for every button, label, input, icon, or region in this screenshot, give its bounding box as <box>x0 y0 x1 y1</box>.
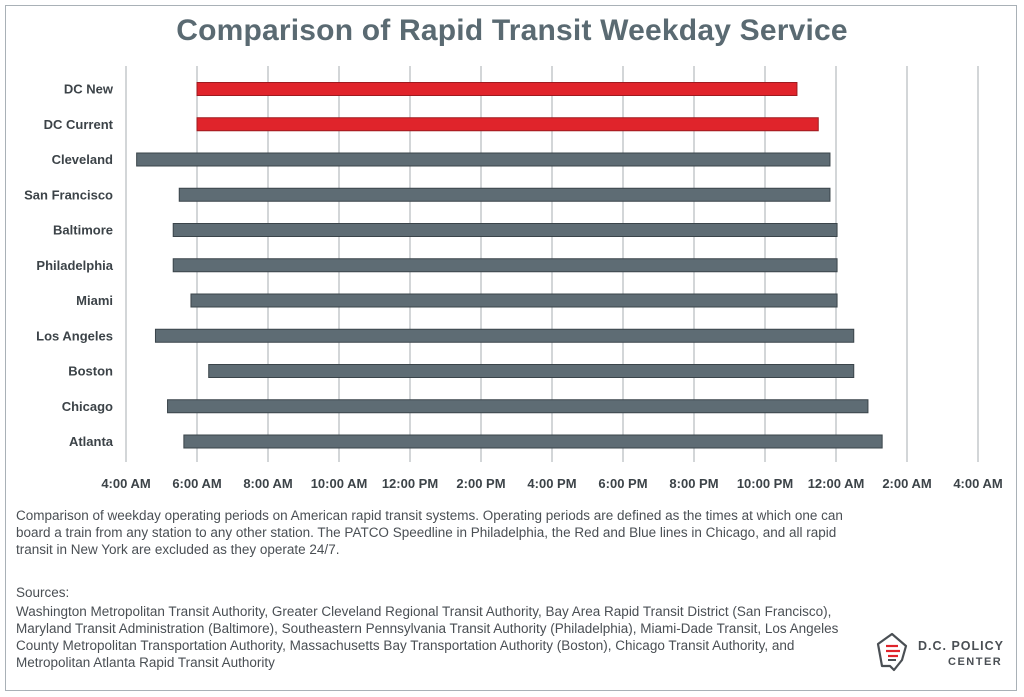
category-label: San Francisco <box>24 187 113 202</box>
bar-dc-current <box>196 117 819 132</box>
capitol-map-icon <box>876 632 908 672</box>
x-tick-label: 4:00 AM <box>953 476 1002 491</box>
category-label: Baltimore <box>53 223 113 238</box>
category-label: Cleveland <box>52 152 113 167</box>
x-tick-label: 6:00 AM <box>172 476 221 491</box>
dc-policy-center-logo: D.C. POLICY CENTER <box>868 628 1018 678</box>
range-bar-chart: 4:00 AM 6:00 AM 8:00 AM 10:00 AM 12:00 PM 2:0… <box>24 66 1003 491</box>
category-label: DC Current <box>44 117 114 132</box>
x-tick-label: 2:00 PM <box>456 476 505 491</box>
bar-atlanta <box>183 434 883 449</box>
sources-text: Washington Metropolitan Transit Authorit… <box>16 604 839 670</box>
bar-baltimore <box>172 223 838 237</box>
category-label: Boston <box>68 364 113 379</box>
bar-philadelphia <box>172 258 838 273</box>
category-label: Atlanta <box>69 434 114 449</box>
bar-cleveland <box>136 152 831 167</box>
x-tick-label: 12:00 PM <box>382 476 438 491</box>
x-tick-label: 8:00 AM <box>243 476 292 491</box>
page-title: Comparison of Rapid Transit Weekday Serv… <box>176 14 848 47</box>
sources-heading: Sources: <box>16 585 70 600</box>
x-tick-label: 12:00 AM <box>808 476 865 491</box>
bar-los-angeles <box>154 328 855 343</box>
x-tick-label: 2:00 AM <box>882 476 931 491</box>
logo-subtitle: CENTER <box>948 656 1003 668</box>
x-tick-label: 8:00 PM <box>669 476 718 491</box>
category-label: Philadelphia <box>36 258 113 273</box>
x-tick-label: 4:00 PM <box>527 476 576 491</box>
chart-description: Comparison of weekday operating periods … <box>16 508 843 557</box>
bar-dc-new <box>196 82 798 96</box>
category-label: DC New <box>64 82 114 97</box>
x-tick-label: 4:00 AM <box>101 476 150 491</box>
bar-boston <box>208 364 855 378</box>
x-tick-label: 6:00 PM <box>598 476 647 491</box>
category-label: Los Angeles <box>36 328 113 343</box>
bar-miami <box>190 293 838 308</box>
x-tick-label: 10:00 PM <box>737 476 793 491</box>
bar-chicago <box>167 399 869 414</box>
bar-san-francisco <box>178 187 831 202</box>
category-label: Miami <box>76 293 113 308</box>
logo-name: D.C. POLICY <box>918 639 1005 653</box>
category-label: Chicago <box>62 399 113 414</box>
x-tick-label: 10:00 AM <box>311 476 368 491</box>
